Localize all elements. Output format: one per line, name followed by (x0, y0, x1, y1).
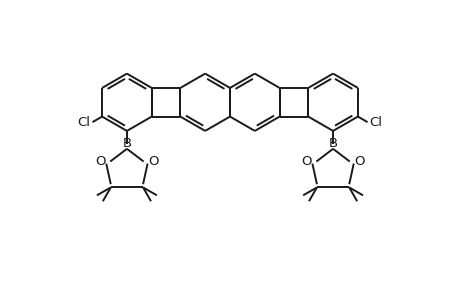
Text: O: O (301, 155, 311, 168)
Text: O: O (148, 155, 158, 168)
Text: O: O (353, 155, 364, 168)
Text: Cl: Cl (369, 116, 382, 129)
Text: Cl: Cl (77, 116, 90, 129)
Text: B: B (122, 137, 131, 150)
Text: O: O (95, 155, 106, 168)
Text: B: B (328, 137, 337, 150)
